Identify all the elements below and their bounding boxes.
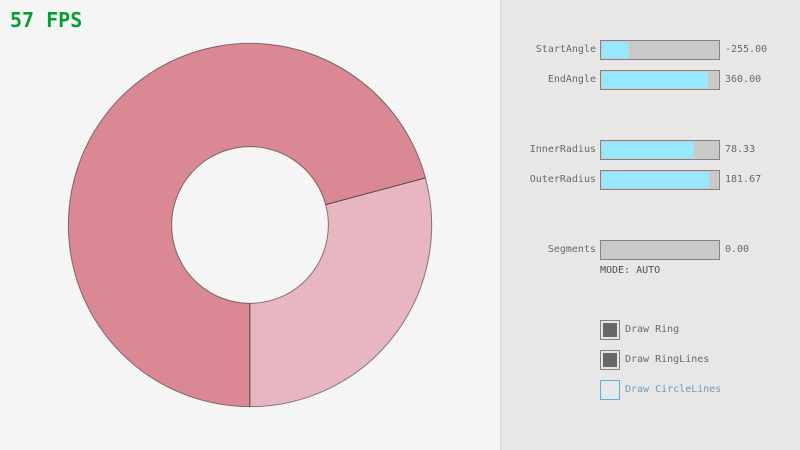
- innerradius-value: 78.33: [725, 144, 756, 155]
- checkbox-row-draw-circlelines: Draw CircleLines: [501, 380, 800, 400]
- draw-ring-label: Draw Ring: [625, 324, 680, 335]
- checkbox-row-draw-ring: Draw Ring: [501, 320, 800, 340]
- outerradius-slider[interactable]: [600, 170, 720, 190]
- draw-circlelines-label: Draw CircleLines: [625, 384, 722, 395]
- mode-text: MODE: AUTO: [600, 265, 661, 276]
- slider-row-innerradius: InnerRadius 78.33: [501, 140, 800, 160]
- innerradius-slider[interactable]: [600, 140, 720, 160]
- innerradius-slider-fill: [602, 142, 695, 158]
- startangle-slider[interactable]: [600, 40, 720, 60]
- draw-ringlines-label: Draw RingLines: [625, 354, 710, 365]
- startangle-slider-fill: [602, 42, 630, 58]
- endangle-value: 360.00: [725, 74, 762, 85]
- startangle-label: StartAngle: [535, 44, 596, 55]
- slider-row-endangle: EndAngle 360.00: [501, 70, 800, 90]
- outerradius-value: 181.67: [725, 174, 762, 185]
- controls-panel: StartAngle -255.00 EndAngle 360.00 Inner…: [500, 0, 800, 450]
- draw-ringlines-checkbox[interactable]: [600, 350, 620, 370]
- draw-ring-checkbox[interactable]: [600, 320, 620, 340]
- outerradius-slider-fill: [602, 172, 710, 188]
- segments-slider[interactable]: [600, 240, 720, 260]
- segments-label: Segments: [547, 244, 596, 255]
- endangle-label: EndAngle: [547, 74, 596, 85]
- innerradius-label: InnerRadius: [529, 144, 596, 155]
- slider-row-segments: Segments 0.00: [501, 240, 800, 260]
- startangle-value: -255.00: [725, 44, 768, 55]
- fps-counter: 57 FPS: [10, 8, 83, 32]
- slider-row-startangle: StartAngle -255.00: [501, 40, 800, 60]
- draw-circlelines-checkbox[interactable]: [600, 380, 620, 400]
- checkbox-row-draw-ringlines: Draw RingLines: [501, 350, 800, 370]
- segments-value: 0.00: [725, 244, 750, 255]
- endangle-slider-fill: [602, 72, 709, 88]
- outerradius-label: OuterRadius: [529, 174, 596, 185]
- slider-row-outerradius: OuterRadius 181.67: [501, 170, 800, 190]
- endangle-slider[interactable]: [600, 70, 720, 90]
